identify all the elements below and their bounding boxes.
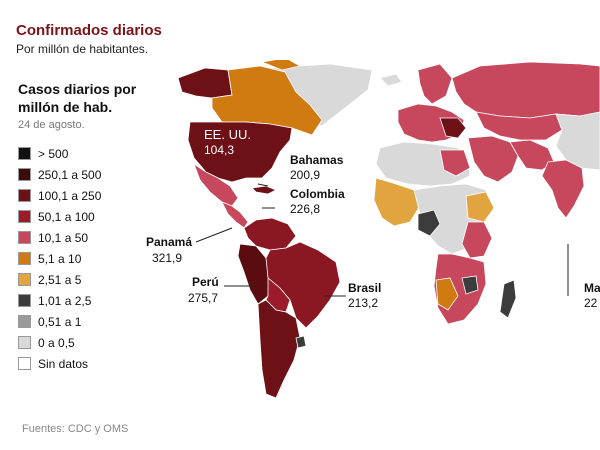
region-peru bbox=[237, 243, 271, 305]
region-russia bbox=[451, 61, 600, 119]
region-usa bbox=[187, 121, 293, 183]
region-east-africa bbox=[461, 221, 493, 259]
map-subtitle: Por millón de habitantes. bbox=[16, 42, 149, 56]
region-scandinavia bbox=[417, 63, 453, 105]
label-brasil-name: Brasil bbox=[348, 281, 381, 295]
legend-item: 2,51 a 5 bbox=[18, 269, 168, 290]
region-nigeria bbox=[417, 209, 441, 237]
label-peru-name: Perú bbox=[192, 275, 219, 289]
legend-swatch bbox=[18, 294, 31, 307]
label-usa-name: EE. UU. bbox=[204, 127, 251, 142]
legend-label: 5,1 a 10 bbox=[38, 251, 82, 266]
region-caribbean bbox=[251, 185, 277, 195]
legend-label: Sin datos bbox=[38, 356, 89, 371]
label-bahamas-value: 200,9 bbox=[290, 168, 320, 182]
label-usa-value: 104,3 bbox=[204, 143, 234, 157]
legend-item: 50,1 a 100 bbox=[18, 206, 168, 227]
legend-date: 24 de agosto. bbox=[18, 119, 85, 131]
legend-item: 0 a 0,5 bbox=[18, 332, 168, 353]
legend-item: 1,01 a 2,5 bbox=[18, 290, 168, 311]
legend-items: > 500 250,1 a 500 100,1 a 250 50,1 a 100 10,… bbox=[18, 143, 168, 374]
region-madagascar bbox=[499, 279, 517, 319]
legend-title-line2: millón de hab. bbox=[18, 99, 113, 115]
legend-swatch bbox=[18, 336, 31, 349]
label-colombia-name: Colombia bbox=[290, 187, 345, 201]
region-canada-islands bbox=[260, 60, 302, 71]
legend-swatch bbox=[18, 231, 31, 244]
region-west-africa bbox=[373, 177, 421, 227]
legend-swatch bbox=[18, 315, 31, 328]
legend-item: 100,1 a 250 bbox=[18, 185, 168, 206]
legend-title-line1: Casos diarios por bbox=[18, 81, 137, 97]
legend-label: 250,1 a 500 bbox=[38, 167, 102, 182]
legend-swatch bbox=[18, 252, 31, 265]
legend-swatch bbox=[18, 210, 31, 223]
label-panama-value: 321,9 bbox=[152, 251, 182, 265]
region-namibia bbox=[435, 277, 459, 311]
legend-item: 5,1 a 10 bbox=[18, 248, 168, 269]
legend-swatch bbox=[18, 273, 31, 286]
region-egypt bbox=[439, 149, 471, 177]
region-central-america bbox=[221, 201, 249, 229]
legend-swatch bbox=[18, 357, 31, 370]
legend-label: 0,51 a 1 bbox=[38, 314, 82, 329]
region-argentina bbox=[257, 299, 301, 399]
region-mexico bbox=[193, 162, 239, 207]
region-middle-east bbox=[467, 135, 519, 183]
region-colombia bbox=[243, 217, 297, 251]
region-zimbabwe bbox=[461, 275, 479, 295]
legend-label: 50,1 a 100 bbox=[38, 209, 95, 224]
region-india bbox=[541, 159, 585, 219]
legend-item: > 500 bbox=[18, 143, 168, 164]
label-peru-value: 275,7 bbox=[188, 291, 218, 305]
region-central-asia bbox=[475, 111, 563, 141]
legend-swatch bbox=[18, 168, 31, 181]
leader-bahamas bbox=[257, 183, 269, 187]
region-ethiopia bbox=[465, 191, 495, 223]
region-balkans bbox=[439, 117, 467, 139]
legend-swatch bbox=[18, 189, 31, 202]
legend-swatch bbox=[18, 147, 31, 160]
world-choropleth-map: EE. UU. 104,3 Bahamas 200,9 Colombia 226… bbox=[146, 60, 600, 399]
source-note: Fuentes: CDC y OMS bbox=[22, 423, 129, 435]
region-uruguay bbox=[295, 335, 307, 349]
legend-item: Sin datos bbox=[18, 353, 168, 374]
legend-label: > 500 bbox=[38, 146, 69, 161]
label-mexico-partial-name: Ma bbox=[584, 281, 600, 295]
label-brasil-value: 213,2 bbox=[348, 296, 378, 310]
legend-item: 10,1 a 50 bbox=[18, 227, 168, 248]
legend-label: 1,01 a 2,5 bbox=[38, 293, 92, 308]
legend-item: 250,1 a 500 bbox=[18, 164, 168, 185]
legend-item: 0,51 a 1 bbox=[18, 311, 168, 332]
legend-label: 2,51 a 5 bbox=[38, 272, 82, 287]
label-colombia-value: 226,8 bbox=[290, 202, 320, 216]
map-title: Confirmados diarios bbox=[16, 22, 162, 39]
label-bahamas-name: Bahamas bbox=[290, 153, 344, 167]
legend-label: 10,1 a 50 bbox=[38, 230, 89, 245]
region-alaska bbox=[177, 67, 233, 99]
leader-panama bbox=[195, 227, 233, 243]
legend-label: 0 a 0,5 bbox=[38, 335, 75, 350]
map-legend: Casos diarios por millón de hab. 24 de a… bbox=[18, 80, 168, 374]
label-panama-name: Panamá bbox=[146, 235, 192, 249]
region-iceland bbox=[379, 73, 403, 87]
legend-title: Casos diarios por millón de hab. bbox=[18, 80, 168, 116]
legend-label: 100,1 a 250 bbox=[38, 188, 102, 203]
label-mexico-partial-value: 22 bbox=[584, 296, 598, 310]
